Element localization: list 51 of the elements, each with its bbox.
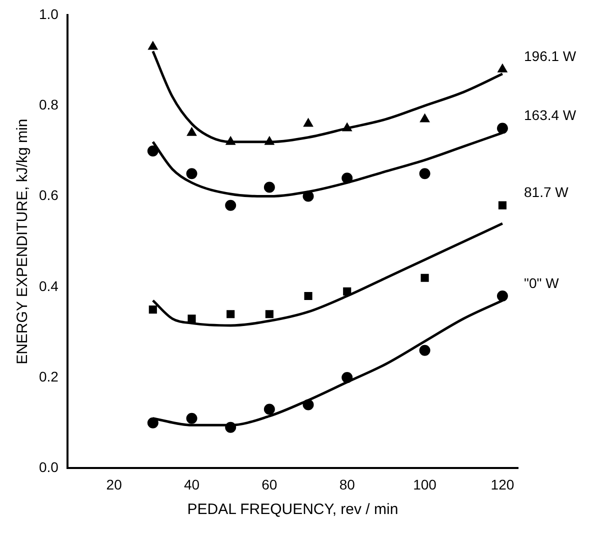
- y-axis-title: ENERGY EXPENDITURE, kJ/kg min: [14, 118, 32, 364]
- x-axis-title: PEDAL FREQUENCY, rev / min: [187, 501, 398, 518]
- point: [265, 310, 274, 318]
- y-tick-label: 0.8: [38, 96, 59, 112]
- point: [188, 314, 196, 323]
- series-label: 81.7 W: [524, 184, 570, 200]
- y-tick-label: 0.0: [38, 459, 59, 476]
- point: [303, 118, 314, 127]
- line-series: [152, 222, 504, 327]
- point: [186, 412, 198, 424]
- y-tick-label: 0.4: [38, 278, 59, 294]
- y-tick-label: 0.6: [38, 187, 59, 204]
- x-tick-label: 100: [413, 476, 437, 492]
- point: [226, 310, 235, 318]
- point: [496, 122, 508, 134]
- point: [186, 127, 197, 136]
- series-label: 196.1 W: [524, 48, 577, 64]
- y-tick-label: 0.2: [38, 368, 59, 384]
- point: [342, 372, 353, 384]
- point: [147, 417, 158, 428]
- point: [343, 287, 352, 296]
- point: [226, 136, 236, 145]
- point: [264, 182, 275, 193]
- point: [342, 122, 352, 132]
- point: [342, 172, 353, 184]
- point: [302, 190, 314, 202]
- x-tick-label: 120: [490, 476, 514, 492]
- point: [264, 136, 274, 145]
- point: [498, 201, 506, 210]
- point: [498, 64, 508, 72]
- x-tick-label: 20: [106, 476, 122, 492]
- point: [304, 292, 312, 300]
- point: [148, 306, 157, 314]
- point: [419, 168, 430, 180]
- point: [225, 422, 236, 433]
- point: [225, 200, 236, 211]
- point: [302, 399, 314, 410]
- point: [148, 41, 158, 50]
- point: [496, 290, 508, 302]
- x-tick-label: 60: [262, 476, 278, 492]
- series-label: "0" W: [524, 274, 560, 291]
- point: [420, 114, 430, 122]
- y-tick-label: 1.0: [38, 6, 59, 22]
- x-tick-label: 40: [184, 476, 200, 492]
- point: [264, 404, 275, 415]
- point: [147, 145, 158, 156]
- series-label: 163.4 W: [524, 107, 577, 124]
- point: [420, 274, 429, 282]
- x-tick-label: 80: [339, 476, 356, 492]
- point: [419, 344, 430, 356]
- point: [186, 168, 198, 180]
